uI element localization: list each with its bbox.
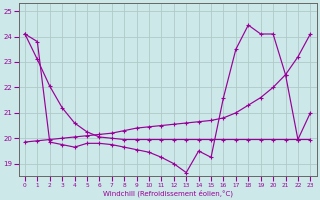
X-axis label: Windchill (Refroidissement éolien,°C): Windchill (Refroidissement éolien,°C) <box>103 189 233 197</box>
